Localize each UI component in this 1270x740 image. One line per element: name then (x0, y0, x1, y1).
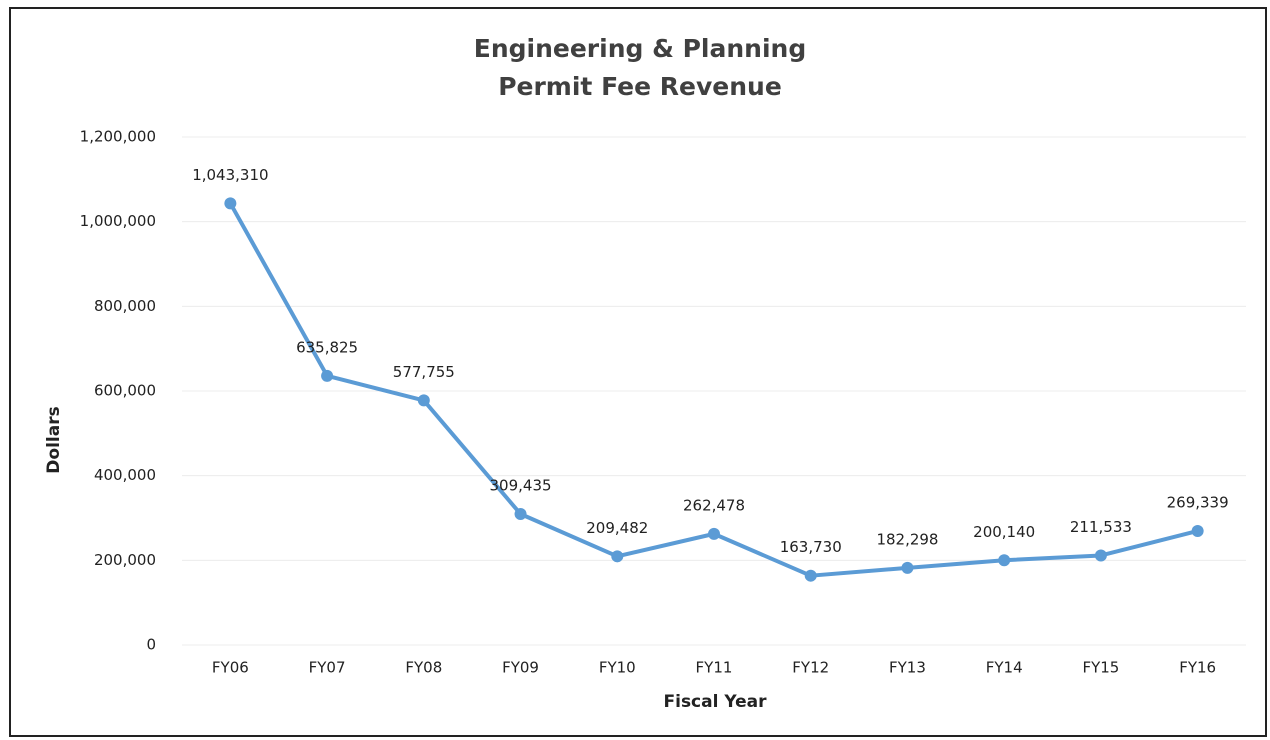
data-label: 209,482 (586, 519, 648, 537)
data-point (708, 527, 720, 540)
data-label: 211,533 (1070, 518, 1132, 536)
y-tick-label: 400,000 (94, 466, 156, 484)
x-tick-label: FY07 (309, 659, 346, 677)
data-label: 635,825 (296, 338, 358, 356)
data-point (901, 561, 914, 574)
data-label: 163,730 (780, 538, 842, 556)
y-axis-title: Dollars (44, 406, 64, 473)
y-tick-label: 1,200,000 (80, 128, 156, 146)
y-tick-label: 800,000 (94, 297, 156, 315)
data-label: 262,478 (683, 496, 745, 514)
data-point (417, 394, 430, 407)
x-tick-label: FY13 (889, 659, 926, 677)
chart-title: Engineering & Planning (474, 34, 806, 63)
data-label: 309,435 (490, 477, 552, 495)
x-tick-label: FY14 (986, 659, 1023, 677)
y-tick-label: 0 (146, 636, 156, 654)
data-point (611, 550, 624, 563)
x-tick-label: FY10 (599, 659, 636, 677)
x-tick-label: FY08 (405, 659, 442, 677)
data-point (804, 569, 817, 582)
x-tick-label: FY16 (1179, 659, 1216, 677)
data-point (998, 554, 1011, 567)
data-label: 182,298 (876, 530, 938, 548)
data-label: 269,339 (1167, 493, 1229, 511)
data-point (514, 508, 527, 521)
data-label: 577,755 (393, 363, 455, 381)
x-axis-title: Fiscal Year (664, 692, 768, 712)
x-tick-label: FY06 (212, 659, 249, 677)
y-tick-label: 1,000,000 (80, 212, 156, 230)
x-tick-label: FY12 (792, 659, 829, 677)
data-point (321, 369, 334, 382)
data-point (1094, 549, 1107, 562)
y-tick-label: 600,000 (94, 382, 156, 400)
chart-title: Permit Fee Revenue (498, 72, 782, 101)
data-label: 1,043,310 (192, 166, 268, 184)
data-point (224, 197, 237, 210)
x-tick-label: FY11 (696, 659, 733, 677)
y-tick-label: 200,000 (94, 551, 156, 569)
x-tick-label: FY09 (502, 659, 539, 677)
x-tick-label: FY15 (1082, 659, 1119, 677)
chart-border (9, 7, 1267, 737)
data-point (1191, 524, 1204, 537)
data-label: 200,140 (973, 523, 1035, 541)
